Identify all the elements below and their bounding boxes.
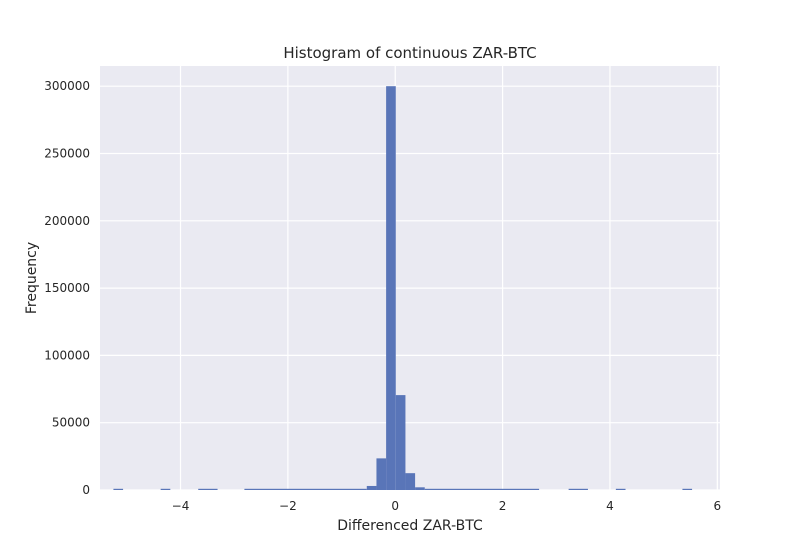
histogram-bar: [405, 473, 416, 490]
x-tick-labels: −4 −2 0 2 4 6: [172, 499, 721, 513]
histogram-bar: [366, 485, 377, 490]
y-tick-label: 200000: [44, 214, 90, 228]
x-tick-label: 2: [499, 499, 507, 513]
x-tick-label: 0: [391, 499, 399, 513]
x-tick-label: 6: [713, 499, 721, 513]
histogram-bar: [395, 395, 406, 490]
histogram-bar: [386, 86, 396, 490]
x-axis-label: Differenced ZAR-BTC: [337, 518, 483, 534]
y-tick-label: 300000: [44, 79, 90, 93]
histogram-bar: [160, 488, 171, 490]
y-axis-label: Frequency: [24, 242, 40, 314]
y-tick-label: 100000: [44, 348, 90, 362]
histogram-bar: [376, 458, 387, 490]
histogram-bar: [198, 488, 218, 490]
x-tick-label: −4: [172, 499, 190, 513]
histogram-bar: [415, 487, 425, 490]
grid: [100, 66, 720, 491]
y-tick-label: 150000: [44, 281, 90, 295]
y-tick-label: 250000: [44, 146, 90, 160]
y-tick-labels: 0 50000 100000 150000 200000 250000 300000: [44, 79, 90, 497]
x-tick-label: 4: [606, 499, 614, 513]
histogram-bar: [682, 488, 693, 490]
histogram-bar: [113, 488, 124, 490]
histogram-bar: [244, 488, 367, 490]
chart-title: Histogram of continuous ZAR-BTC: [283, 44, 536, 62]
x-tick-label: −2: [279, 499, 297, 513]
y-tick-label: 0: [82, 483, 90, 497]
bars: [113, 86, 693, 490]
histogram-bar: [424, 488, 540, 490]
y-tick-label: 50000: [52, 416, 90, 430]
plot-area: [100, 66, 720, 490]
histogram-bar: [615, 488, 626, 490]
histogram-bar: [568, 488, 588, 490]
